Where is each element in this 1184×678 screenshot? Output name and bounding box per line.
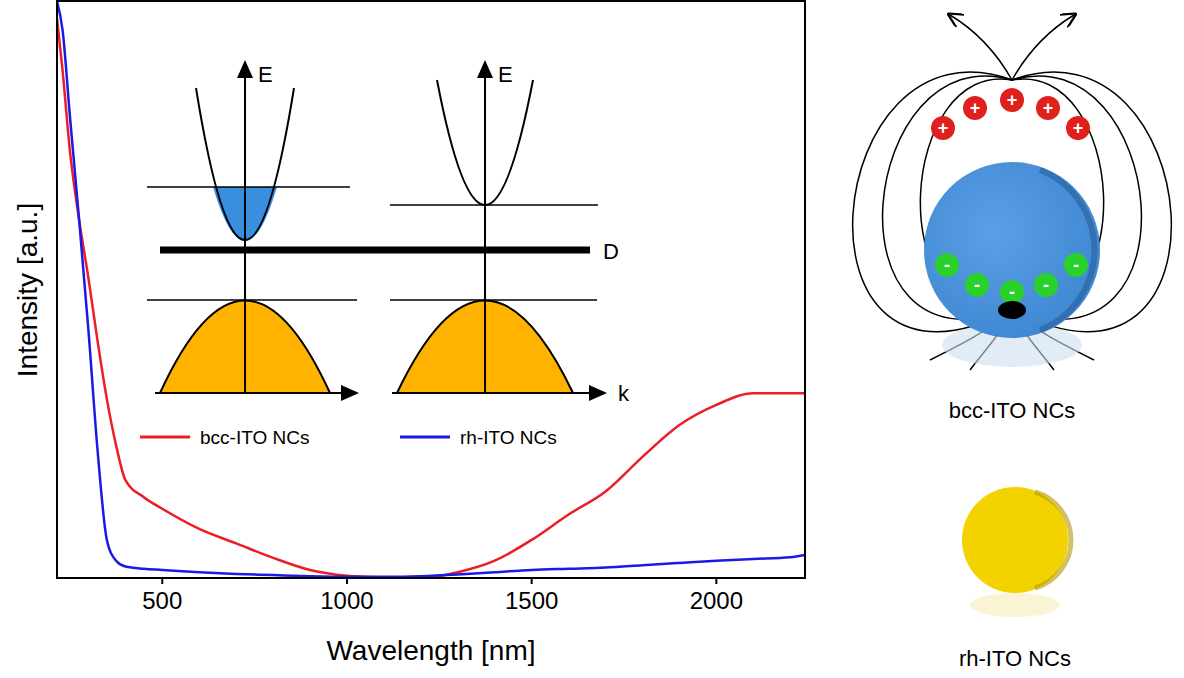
svg-text:bcc-ITO NCs: bcc-ITO NCs: [949, 398, 1076, 423]
svg-text:-: -: [1009, 282, 1015, 302]
svg-text:1000: 1000: [320, 587, 373, 614]
svg-text:-: -: [974, 275, 980, 295]
svg-text:-: -: [1073, 255, 1079, 275]
svg-text:D: D: [603, 239, 619, 264]
svg-text:+: +: [938, 118, 949, 138]
svg-text:rh-ITO NCs: rh-ITO NCs: [460, 427, 557, 448]
svg-text:-: -: [1043, 275, 1049, 295]
svg-text:bcc-ITO NCs: bcc-ITO NCs: [200, 427, 309, 448]
svg-text:+: +: [970, 98, 981, 118]
svg-text:Intensity [a.u.]: Intensity [a.u.]: [12, 203, 43, 377]
svg-text:+: +: [1043, 98, 1054, 118]
svg-text:-: -: [944, 255, 950, 275]
svg-text:500: 500: [142, 587, 182, 614]
svg-text:Wavelength [nm]: Wavelength [nm]: [326, 635, 535, 666]
svg-text:k: k: [618, 381, 630, 406]
svg-text:2000: 2000: [690, 587, 743, 614]
svg-text:+: +: [1073, 118, 1084, 138]
svg-text:rh-ITO NCs: rh-ITO NCs: [959, 646, 1071, 671]
svg-text:E: E: [258, 62, 273, 87]
svg-text:1500: 1500: [505, 587, 558, 614]
svg-text:E: E: [498, 62, 513, 87]
svg-text:+: +: [1007, 90, 1018, 110]
